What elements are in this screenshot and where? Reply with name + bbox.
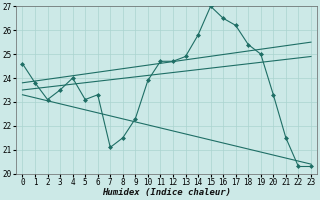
X-axis label: Humidex (Indice chaleur): Humidex (Indice chaleur) (102, 188, 231, 197)
